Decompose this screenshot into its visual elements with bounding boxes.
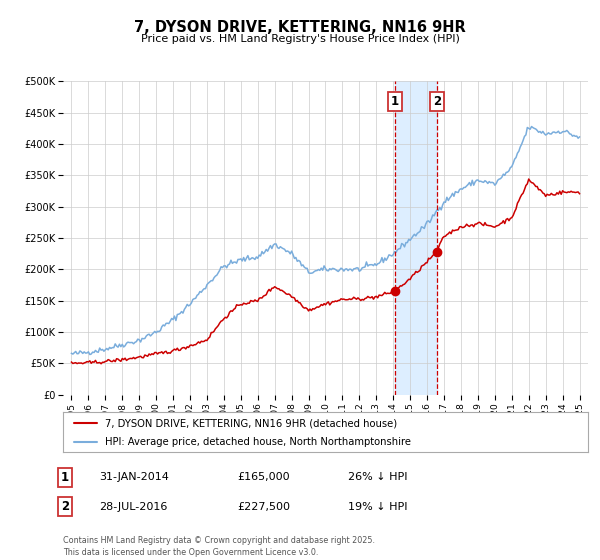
Bar bbox=[395, 81, 437, 395]
Text: 19% ↓ HPI: 19% ↓ HPI bbox=[348, 502, 407, 512]
Text: 28-JUL-2016: 28-JUL-2016 bbox=[99, 502, 167, 512]
Text: 31-JAN-2014: 31-JAN-2014 bbox=[99, 472, 169, 482]
Text: 2: 2 bbox=[61, 500, 69, 514]
Text: HPI: Average price, detached house, North Northamptonshire: HPI: Average price, detached house, Nort… bbox=[105, 437, 411, 447]
Text: Price paid vs. HM Land Registry's House Price Index (HPI): Price paid vs. HM Land Registry's House … bbox=[140, 34, 460, 44]
Text: 7, DYSON DRIVE, KETTERING, NN16 9HR (detached house): 7, DYSON DRIVE, KETTERING, NN16 9HR (det… bbox=[105, 418, 397, 428]
Text: 7, DYSON DRIVE, KETTERING, NN16 9HR: 7, DYSON DRIVE, KETTERING, NN16 9HR bbox=[134, 20, 466, 35]
Text: 2: 2 bbox=[433, 95, 441, 108]
Text: 1: 1 bbox=[391, 95, 398, 108]
Text: Contains HM Land Registry data © Crown copyright and database right 2025.
This d: Contains HM Land Registry data © Crown c… bbox=[63, 536, 375, 557]
Text: £165,000: £165,000 bbox=[237, 472, 290, 482]
Text: 1: 1 bbox=[61, 470, 69, 484]
Text: £227,500: £227,500 bbox=[237, 502, 290, 512]
Text: 26% ↓ HPI: 26% ↓ HPI bbox=[348, 472, 407, 482]
